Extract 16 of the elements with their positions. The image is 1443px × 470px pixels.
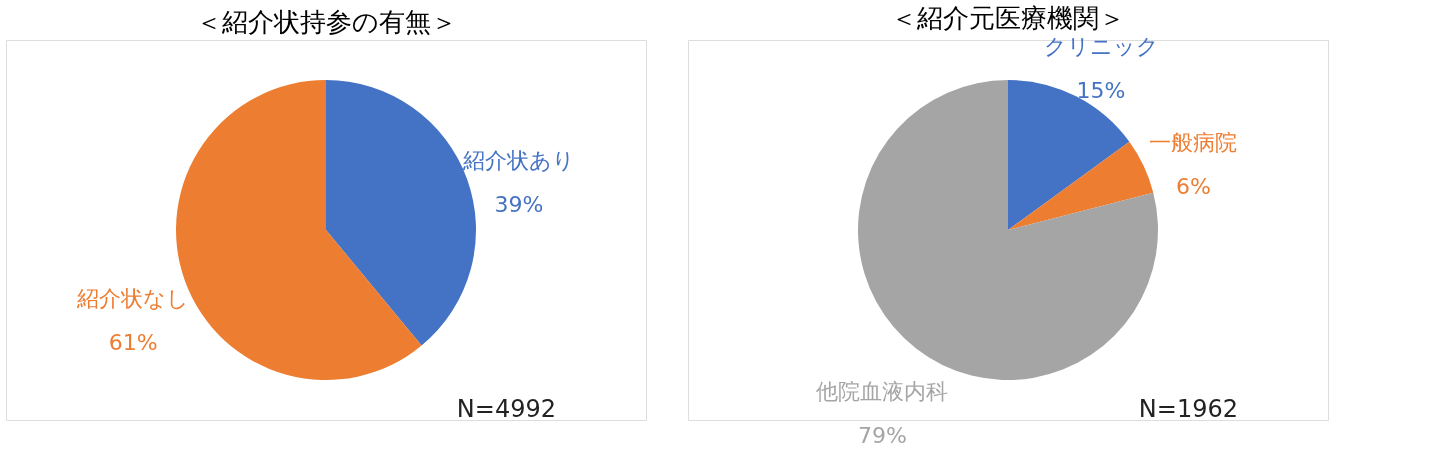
text: N=4992 bbox=[456, 395, 556, 423]
data-label: 39% bbox=[494, 191, 544, 217]
slice-label: 紹介状なし bbox=[76, 286, 190, 312]
data-label: 6% bbox=[1176, 173, 1211, 199]
data-label: 15% bbox=[1076, 78, 1126, 104]
pie-slice bbox=[1008, 80, 1130, 230]
chart-title: ＜紹介元医療機関＞ bbox=[891, 3, 1125, 34]
slice-label: クリニック bbox=[1043, 34, 1159, 60]
text: N=1962 bbox=[1138, 395, 1238, 423]
slice-label: 一般病院 bbox=[1149, 129, 1238, 155]
chart-title: ＜紹介状持参の有無＞ bbox=[195, 7, 457, 37]
data-label: 61% bbox=[108, 330, 158, 356]
slice-label: 紹介状あり bbox=[461, 147, 575, 173]
slice-label: 他院血液内科 bbox=[816, 378, 949, 404]
data-label: 79% bbox=[857, 422, 907, 448]
pie-slice bbox=[1008, 141, 1154, 230]
